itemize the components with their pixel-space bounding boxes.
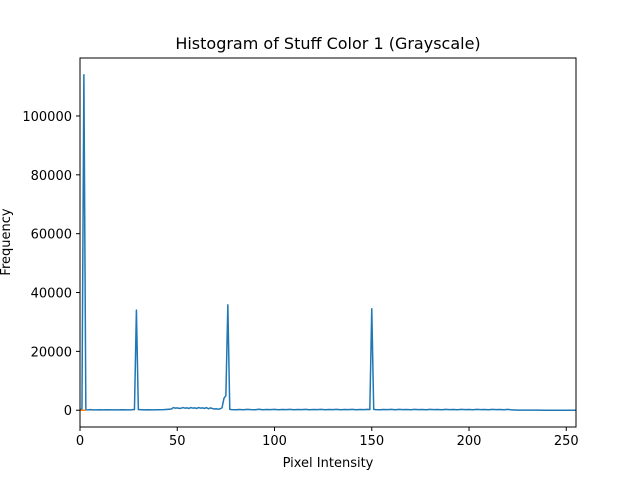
y-tick-label: 20000 (31, 345, 72, 360)
x-axis: 0 50 100 150 200 250 (76, 427, 579, 449)
x-tick-label: 100 (262, 434, 287, 449)
y-tick-label: 80000 (31, 169, 72, 184)
y-tick-label: 0 (64, 404, 72, 419)
x-tick-label: 50 (169, 434, 186, 449)
x-tick-label: 250 (554, 434, 579, 449)
y-tick-label: 100000 (22, 110, 72, 125)
y-axis: 0 20000 40000 60000 80000 100000 (22, 110, 80, 419)
series-line-1 (80, 74, 576, 411)
x-axis-label: Pixel Intensity (283, 456, 374, 471)
chart-title: Histogram of Stuff Color 1 (Grayscale) (175, 34, 480, 53)
plot-area (80, 74, 576, 411)
x-tick-label: 0 (76, 434, 84, 449)
x-tick-label: 150 (359, 434, 384, 449)
x-tick-label: 200 (457, 434, 482, 449)
y-axis-label: Frequency (0, 208, 14, 275)
y-tick-label: 60000 (31, 228, 72, 243)
axes-frame (79, 57, 577, 428)
y-tick-label: 40000 (31, 287, 72, 302)
